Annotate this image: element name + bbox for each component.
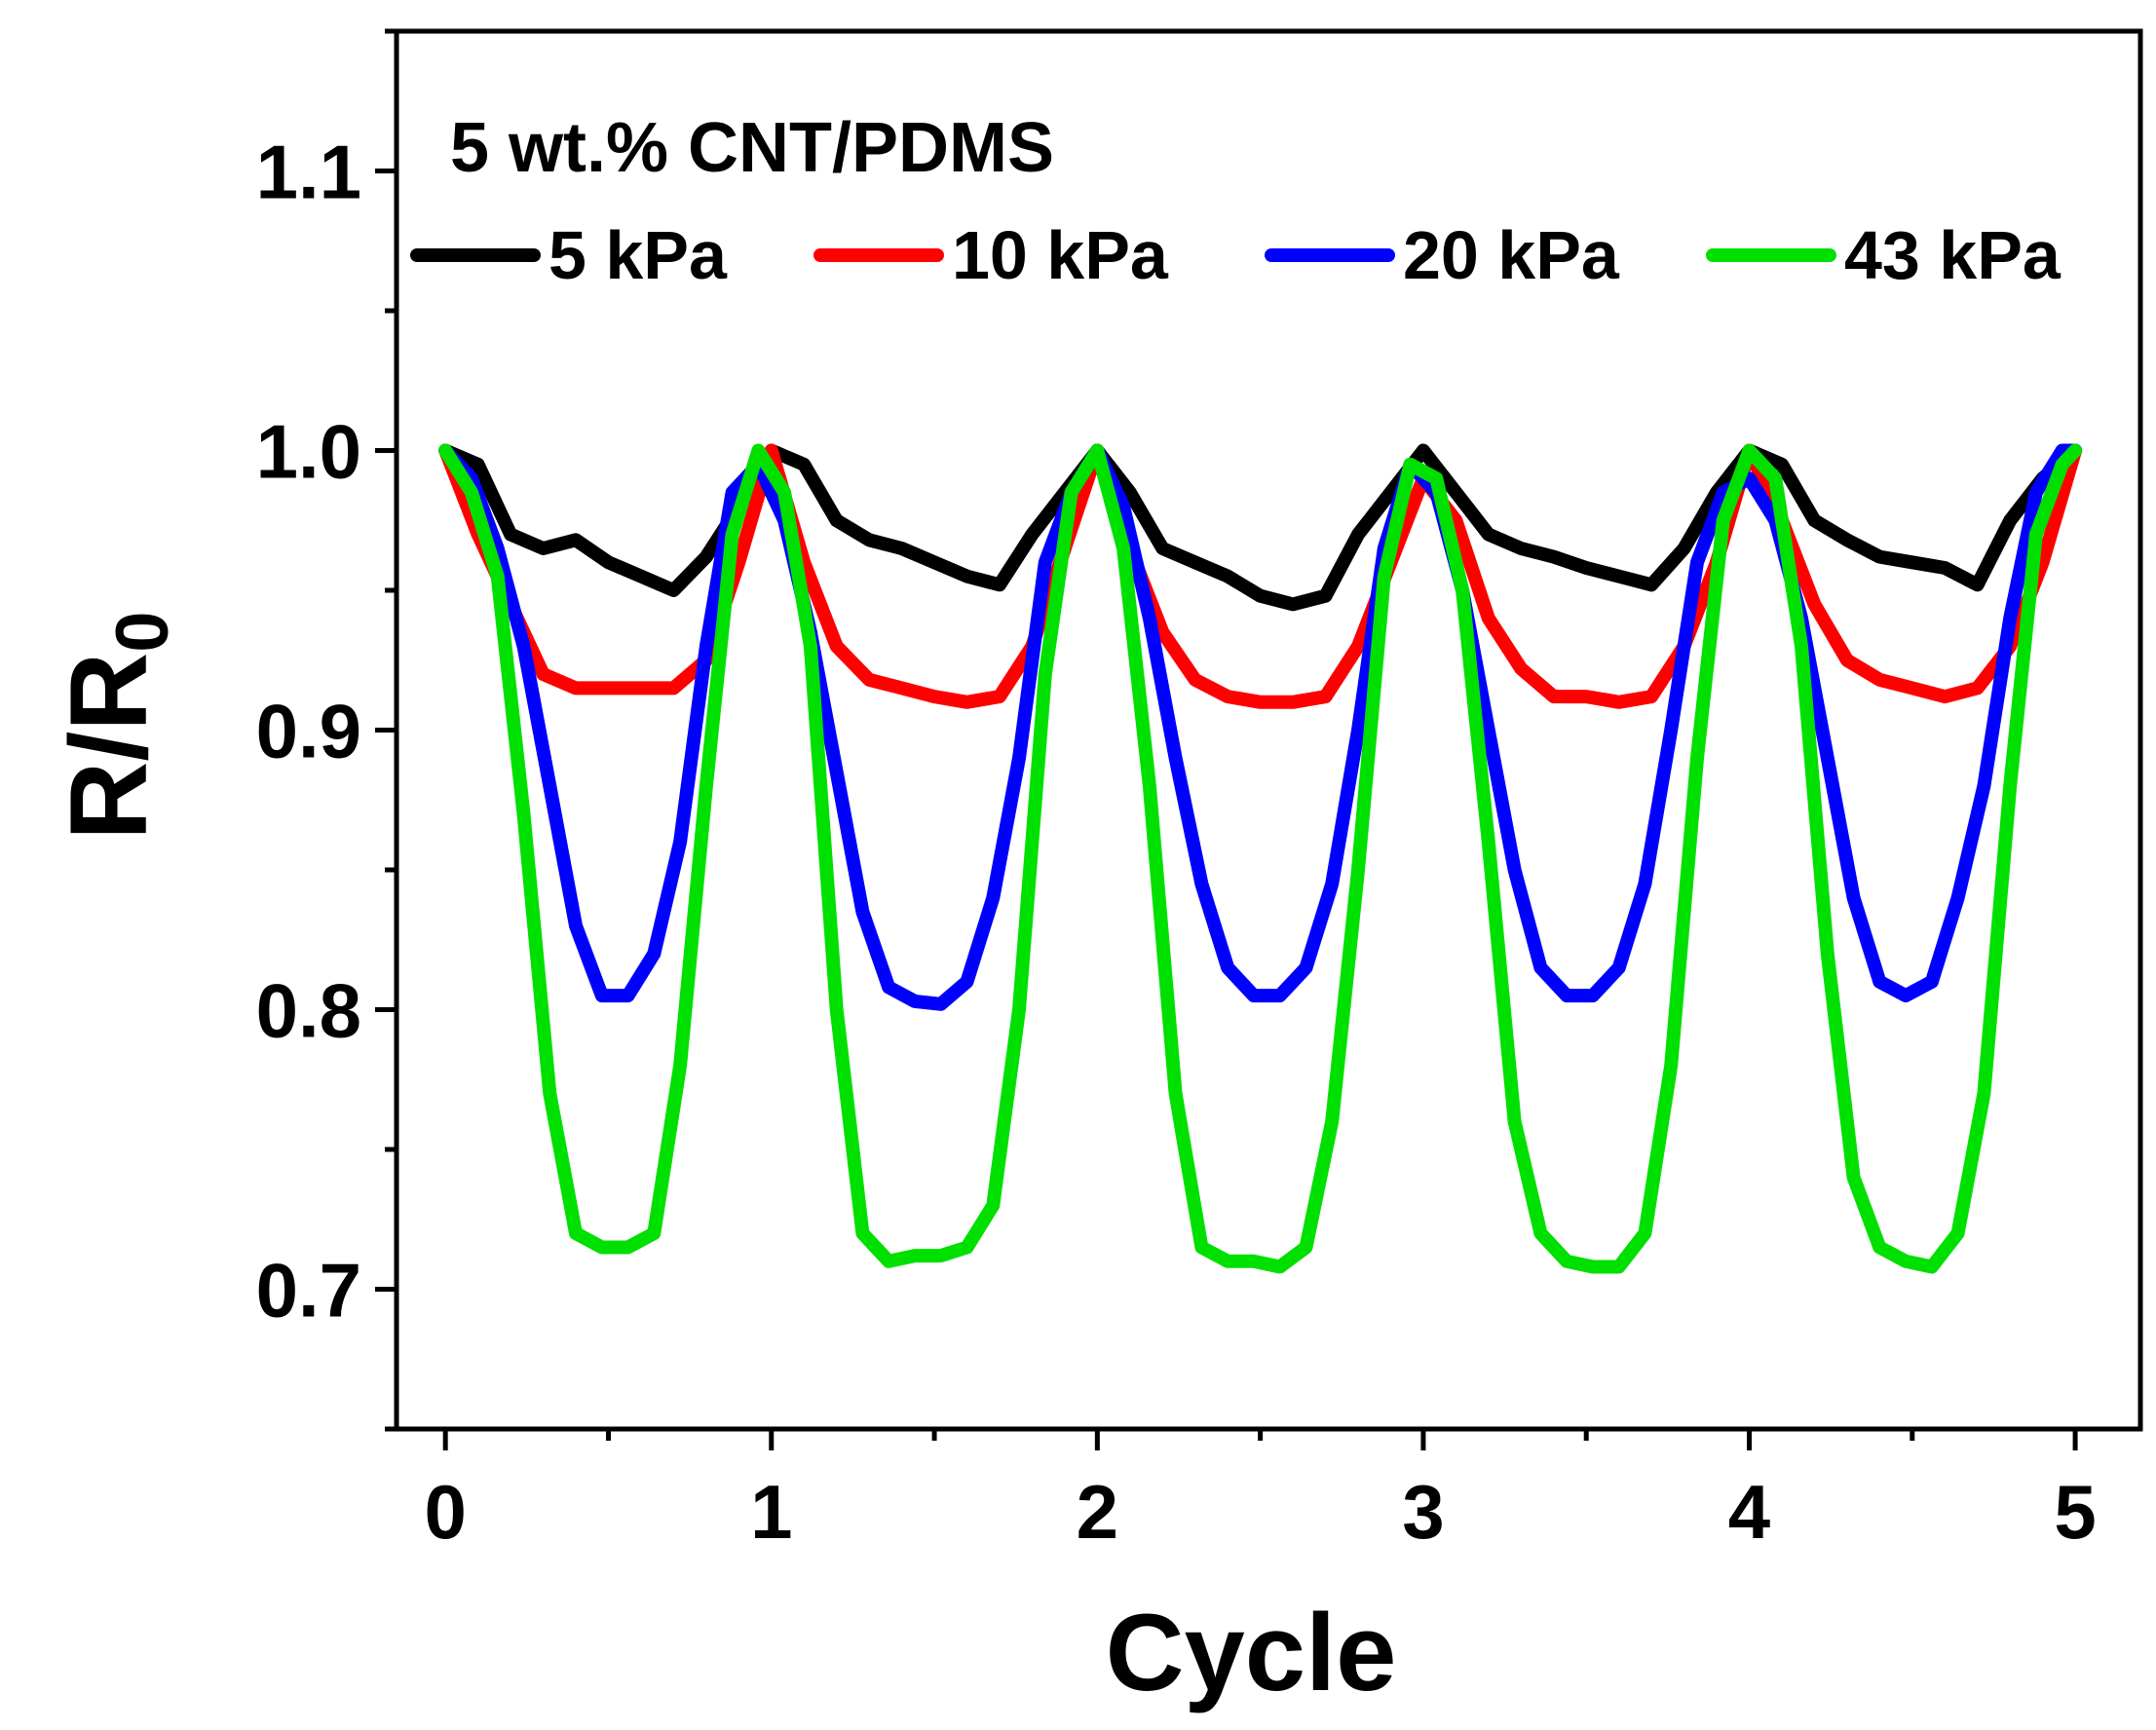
legend-label: 20 kPa	[1403, 217, 1620, 293]
y-tick-label: 0.8	[256, 968, 361, 1054]
y-tick-label: 0.7	[256, 1248, 361, 1334]
chart-annotation: 5 wt.% CNT/PDMS	[450, 109, 1054, 187]
y-axis-ticks: 0.7 0.8 0.9 1.0 1.1	[256, 28, 397, 1432]
series-line-43-kpa	[438, 443, 2083, 1274]
x-tick-label: 4	[1728, 1469, 1770, 1555]
x-tick-label: 0	[424, 1469, 466, 1555]
x-tick-label: 1	[750, 1469, 792, 1555]
plot-series-group	[438, 443, 2083, 1274]
legend-label: 43 kPa	[1844, 217, 2061, 293]
x-axis-ticks: 0 1 2 3 4 5	[424, 1429, 2097, 1555]
x-tick-label: 5	[2054, 1469, 2096, 1555]
y-tick-label: 1.0	[256, 409, 361, 495]
series-line-5-kpa	[438, 443, 2083, 612]
legend: 5 kPa 10 kPa 20 kPa 43 kPa	[410, 217, 2061, 293]
y-axis-title-group: R/R0	[48, 611, 184, 840]
x-tick-label: 3	[1402, 1469, 1444, 1555]
y-axis-title-main: R/R	[48, 653, 170, 841]
x-axis-title: Cycle	[1106, 1592, 1397, 1713]
x-tick-label: 2	[1077, 1469, 1118, 1555]
series-line-20-kpa	[438, 443, 2083, 1011]
legend-label: 5 kPa	[548, 217, 728, 293]
y-tick-label: 0.9	[256, 689, 361, 774]
y-axis-title: R/R0	[48, 611, 184, 840]
legend-label: 10 kPa	[952, 217, 1169, 293]
y-tick-label: 1.1	[256, 130, 361, 215]
y-axis-title-subscript: 0	[101, 611, 184, 652]
